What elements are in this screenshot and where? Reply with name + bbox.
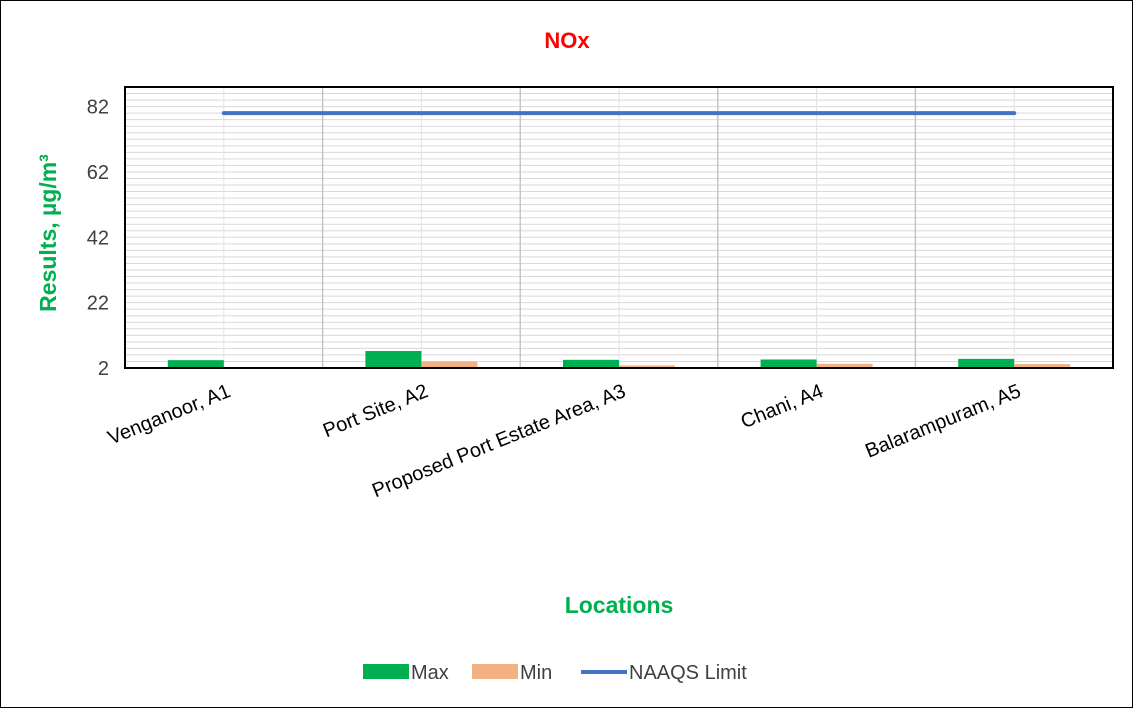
bar-min	[816, 363, 873, 368]
legend-label: Max	[411, 662, 449, 684]
y-tick-label: 2	[98, 358, 109, 380]
bar-min	[619, 365, 675, 368]
bar-min	[421, 361, 478, 368]
bar-max	[958, 358, 1015, 368]
y-axis-label: Results, µg/m³	[35, 154, 61, 312]
bar-max	[563, 359, 619, 368]
x-tick-label: Port Site, A2	[320, 380, 431, 442]
legend-label: Min	[520, 662, 552, 684]
y-tick-label: 62	[87, 162, 109, 184]
x-axis-label: Locations	[565, 592, 674, 618]
legend-swatch-min	[472, 664, 518, 679]
y-tick-label: 82	[87, 97, 109, 119]
gridlines	[124, 86, 1114, 369]
y-tick-label: 22	[87, 293, 109, 315]
bar-max	[760, 359, 817, 368]
x-tick-label: Balarampuram, A5	[862, 380, 1024, 462]
legend: Max Min NAAQS Limit	[363, 662, 747, 684]
bar-min	[1014, 364, 1071, 368]
bar-max	[167, 360, 224, 368]
bar-max	[365, 351, 422, 368]
y-tick-label: 42	[87, 227, 109, 249]
x-tick-label: Venganoor, A1	[105, 380, 234, 449]
chart-title: NOx	[544, 28, 590, 53]
legend-label: NAAQS Limit	[629, 662, 747, 684]
x-tick-label: Chani, A4	[738, 380, 827, 433]
plot-area-border	[124, 86, 1114, 369]
legend-swatch-max	[363, 664, 409, 679]
bars	[167, 351, 1071, 368]
